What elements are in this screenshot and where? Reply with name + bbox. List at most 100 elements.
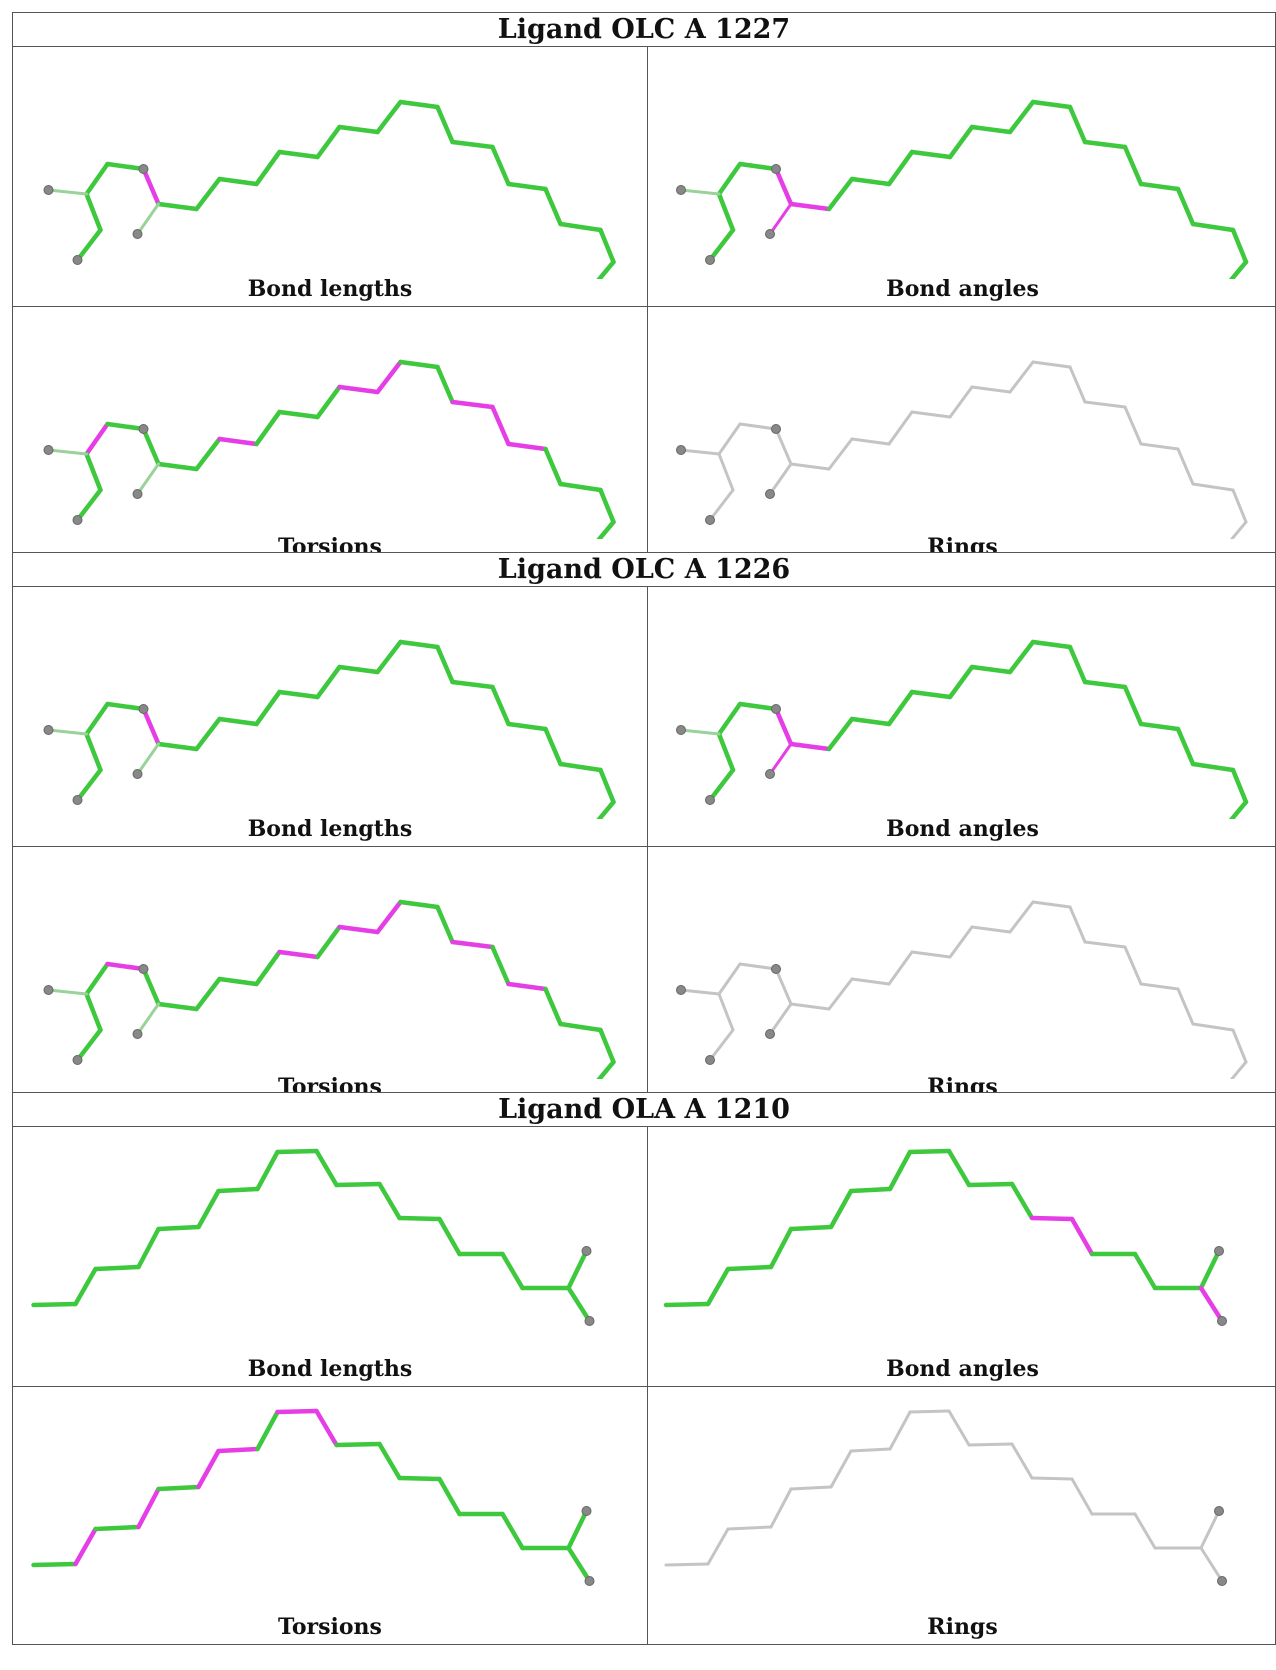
atom <box>765 1029 775 1039</box>
bond <box>1029 1215 1075 1222</box>
bond <box>566 1285 592 1324</box>
bond <box>93 1524 141 1532</box>
bond <box>1228 259 1249 279</box>
atom <box>132 769 143 779</box>
bond <box>141 706 161 747</box>
atom <box>584 1576 595 1586</box>
bond <box>375 359 403 395</box>
bond <box>850 977 891 986</box>
bond <box>1175 726 1196 767</box>
atom <box>132 229 143 239</box>
bond <box>1070 1477 1094 1516</box>
atom <box>771 424 781 434</box>
bond <box>136 462 160 496</box>
atom <box>138 964 149 974</box>
bond <box>887 1149 913 1192</box>
bond <box>947 124 975 160</box>
bond <box>1190 761 1236 773</box>
bond <box>156 201 199 212</box>
bond <box>136 1002 160 1036</box>
bond <box>598 1027 616 1065</box>
bond <box>717 452 735 492</box>
bond <box>1229 1060 1248 1079</box>
panel-caption: Rings <box>927 1614 998 1640</box>
bond <box>75 487 103 523</box>
bond <box>1067 104 1088 145</box>
bond <box>1231 488 1248 524</box>
bond <box>1230 767 1249 805</box>
bond <box>826 716 855 752</box>
bond <box>566 1508 589 1551</box>
atom <box>581 1506 592 1516</box>
panel-rings: Rings <box>648 1387 1276 1644</box>
bond <box>705 1266 731 1307</box>
bond <box>1068 365 1087 404</box>
molecule-diagram <box>43 639 616 819</box>
bond <box>217 976 259 987</box>
bond <box>910 410 952 419</box>
atom <box>138 424 149 434</box>
bond <box>105 161 146 172</box>
bond <box>768 1226 794 1270</box>
bond <box>1030 99 1073 110</box>
panel-bond-lengths: Bond lengths <box>13 587 648 847</box>
panel-grid: Bond lengths Bond angles Torsions Rings <box>13 587 1276 1104</box>
bond <box>679 448 721 456</box>
bond <box>490 684 511 727</box>
bond <box>768 202 793 236</box>
atom <box>43 985 54 995</box>
bond <box>435 104 455 145</box>
bond <box>84 191 103 233</box>
atom <box>72 255 83 265</box>
bond <box>768 742 793 776</box>
bond <box>315 664 342 700</box>
bond <box>1139 982 1180 991</box>
bond <box>194 436 222 472</box>
bond <box>887 950 914 986</box>
panel-bond-lengths: Bond lengths <box>13 47 648 307</box>
atom <box>138 704 149 714</box>
bond <box>717 992 735 1032</box>
bond <box>47 448 88 456</box>
bond <box>506 181 548 192</box>
bond <box>500 1511 525 1551</box>
ligand-section: Ligand OLC A 1226 Bond lengths Bond angles… <box>12 552 1276 1105</box>
bond <box>773 706 794 747</box>
bond <box>397 1475 442 1482</box>
ligand-title: Ligand OLA A 1210 <box>13 1093 1275 1127</box>
bond <box>725 1264 774 1272</box>
bond <box>1230 227 1249 265</box>
bond <box>435 904 455 945</box>
bond <box>84 961 110 997</box>
bond <box>398 899 440 910</box>
atom <box>771 164 781 174</box>
bond <box>716 731 736 773</box>
atom <box>581 1246 592 1256</box>
bond <box>1123 405 1143 446</box>
bond <box>717 962 742 996</box>
bond <box>506 721 548 732</box>
bond <box>1198 1248 1222 1291</box>
bond <box>664 1562 710 1567</box>
bond <box>377 1441 402 1481</box>
bond <box>1132 1251 1158 1291</box>
panel-bond-angles: Bond angles <box>648 587 1276 847</box>
bond <box>334 1181 382 1188</box>
bond <box>707 227 736 263</box>
bond <box>849 716 892 727</box>
bond <box>1068 905 1087 944</box>
bond <box>726 1525 773 1531</box>
bond <box>254 409 282 447</box>
bond <box>314 1148 339 1188</box>
bond <box>967 1442 1014 1447</box>
bond <box>105 701 146 712</box>
bond <box>490 944 511 987</box>
bond <box>75 1027 103 1063</box>
bond <box>141 966 161 1007</box>
bond <box>435 364 455 405</box>
bond <box>31 1561 78 1568</box>
bond <box>277 409 320 420</box>
bond <box>558 1021 603 1033</box>
atom <box>43 445 54 455</box>
bond <box>93 1264 141 1272</box>
